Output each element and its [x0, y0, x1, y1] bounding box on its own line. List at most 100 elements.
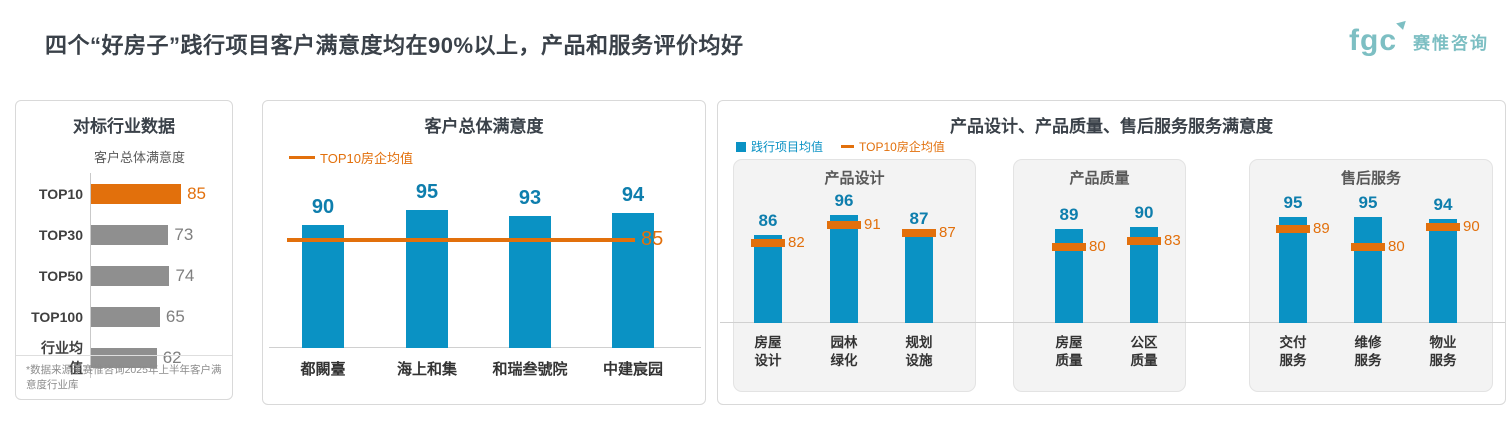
overall-category-label: 和瑞叁號院: [492, 361, 568, 378]
benchmark-bar: [91, 306, 160, 327]
legend-top10-label: TOP10房企均值: [859, 140, 945, 154]
benchmark-value-label: 73: [174, 224, 194, 244]
legend-project-label: 践行项目均值: [751, 140, 824, 154]
top10-value-label: 80: [1388, 238, 1405, 255]
top10-marker: [1052, 243, 1086, 251]
benchmark-bar-track: 62: [90, 337, 226, 378]
top10-value-label: 90: [1463, 218, 1480, 235]
detail-value-label: 89: [1059, 205, 1079, 224]
benchmark-category-label: 行业均值: [41, 339, 83, 376]
top10-marker: [751, 239, 785, 247]
benchmark-bar: [91, 265, 170, 286]
overall-bar: [302, 225, 344, 348]
benchmark-panel-title: 对标行业数据: [73, 117, 175, 136]
top10-value-label: 89: [1313, 220, 1330, 237]
x-axis-line: [269, 347, 701, 348]
logo-fgc-text: fgc: [1349, 20, 1408, 58]
legend-project-average: 践行项目均值: [736, 138, 823, 155]
benchmark-category-label: TOP50: [38, 267, 83, 284]
top10-value-label: 82: [788, 234, 805, 251]
top10-value-label: 83: [1164, 232, 1181, 249]
benchmark-bar: [91, 183, 182, 204]
overall-panel-title: 客户总体满意度: [424, 117, 544, 136]
overall-category-label: 都闕臺: [300, 361, 346, 378]
detail-bar: [1279, 217, 1307, 323]
detail-legend: 践行项目均值 TOP10房企均值: [736, 138, 945, 155]
detail-category-label: 公区 质量: [1130, 335, 1158, 368]
detail-bar: [754, 235, 782, 323]
benchmark-bar-track: 73: [90, 214, 226, 255]
top10-value-label: 91: [864, 216, 881, 233]
detail-satisfaction-panel: 产品设计、产品质量、售后服务服务满意度 践行项目均值 TOP10房企均值 产品设…: [717, 100, 1506, 405]
logo-mark-icon: [1396, 20, 1408, 32]
benchmark-row: TOP100 65: [28, 296, 226, 337]
detail-category-label: 交付 服务: [1279, 335, 1307, 368]
overall-satisfaction-panel: 客户总体满意度 TOP10房企均值 90 都闕臺 95 海上和集 93 和瑞叁號院 94 中建…: [262, 100, 706, 405]
overall-bar: [612, 213, 654, 348]
detail-value-label: 87: [909, 209, 929, 228]
benchmark-rows: TOP10 85 TOP30 73 TOP50 74 TOP100 65 行业均值 62: [28, 173, 226, 378]
top10-marker: [1276, 225, 1310, 233]
group-title: 产品设计: [824, 170, 885, 187]
legend-line-swatch: [289, 155, 315, 160]
detail-category-label: 维修 服务: [1354, 335, 1382, 368]
overall-value-label: 93: [518, 187, 542, 209]
detail-value-label: 95: [1283, 193, 1303, 212]
overall-value-label: 95: [415, 181, 439, 203]
top10-value-label: 87: [939, 224, 956, 241]
benchmark-bar-track: 74: [90, 255, 226, 296]
detail-value-label: 90: [1134, 203, 1154, 222]
group-title: 售后服务: [1340, 170, 1401, 187]
reference-line-value-label: 85: [641, 228, 664, 250]
benchmark-bar-track: 85: [90, 173, 226, 214]
benchmark-category-label: TOP10: [38, 185, 83, 202]
detail-value-label: 95: [1358, 193, 1378, 212]
benchmark-row: TOP10 85: [28, 173, 226, 214]
x-axis-line: [720, 322, 1505, 323]
top10-reference-line: [287, 238, 635, 242]
page-title: 四个“好房子”践行项目客户满意度均在90%以上，产品和服务评价均好: [45, 33, 744, 58]
legend-dash-swatch: [841, 144, 855, 149]
detail-bar: [830, 215, 858, 323]
detail-value-label: 96: [834, 191, 854, 210]
benchmark-row: TOP30 73: [28, 214, 226, 255]
overall-chart: 90 都闕臺 95 海上和集 93 和瑞叁號院 94 中建宸园 85: [263, 101, 705, 404]
benchmark-row: 行业均值 62: [28, 337, 226, 378]
detail-category-label: 房屋 设计: [754, 335, 782, 368]
benchmark-value-label: 74: [175, 265, 195, 285]
top10-marker: [1127, 237, 1161, 245]
overall-category-label: 中建宸园: [602, 361, 663, 378]
detail-panel-title: 产品设计、产品质量、售后服务服务满意度: [950, 117, 1273, 136]
detail-bar: [905, 233, 933, 323]
top10-average-legend: TOP10房企均值: [289, 148, 413, 167]
logo-company-name: 赛惟咨询: [1413, 33, 1489, 53]
detail-category-label: 物业 服务: [1429, 335, 1457, 368]
detail-category-label: 房屋 质量: [1055, 335, 1083, 368]
legend-label: TOP10房企均值: [320, 151, 413, 166]
benchmark-bar: [91, 224, 169, 245]
detail-bar: [1354, 217, 1382, 323]
benchmark-bar-track: 65: [90, 296, 226, 337]
company-logo: fgc 赛惟咨询: [1349, 20, 1489, 58]
benchmark-category-label: TOP30: [38, 226, 83, 243]
overall-value-label: 90: [311, 196, 335, 218]
detail-category-label: 园林 绿化: [830, 335, 858, 368]
data-source-footnote: *数据来源于赛惟咨询2025年上半年客户满意度行业库: [16, 355, 232, 399]
overall-bar: [406, 210, 448, 348]
benchmark-bar: [91, 347, 157, 368]
detail-chart: 86 82 房屋 设计 96 91 园林 绿化 87 87 规划 设施 89 80 房屋 质量 90 83…: [718, 101, 1505, 404]
benchmark-value-label: 65: [165, 306, 185, 326]
benchmark-category-label: TOP100: [31, 308, 83, 325]
overall-bar: [509, 216, 551, 348]
benchmark-value-label: 85: [187, 183, 207, 203]
legend-top10-average: TOP10房企均值: [841, 138, 945, 155]
legend-square-swatch: [736, 141, 746, 152]
overall-category-label: 海上和集: [396, 361, 457, 378]
benchmark-row: TOP50 74: [28, 255, 226, 296]
group-title: 产品质量: [1069, 170, 1130, 187]
benchmark-value-label: 62: [162, 347, 182, 367]
top10-marker: [827, 221, 861, 229]
top10-marker: [1351, 243, 1385, 251]
top10-marker: [902, 229, 936, 237]
benchmark-chart-subtitle: 客户总体满意度: [94, 150, 186, 165]
